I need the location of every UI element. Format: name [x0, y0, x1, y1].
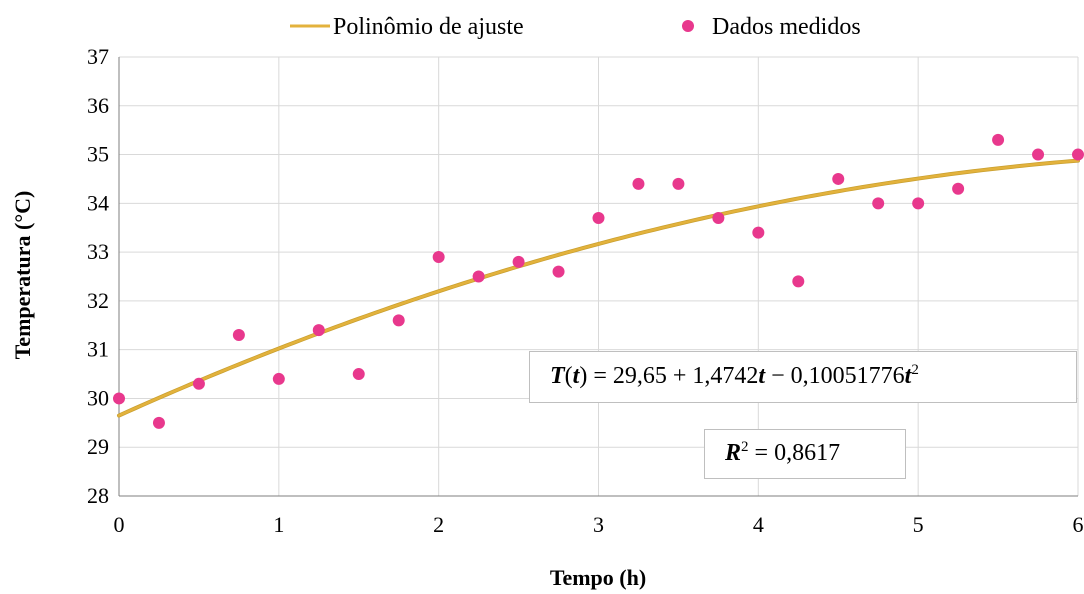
data-point — [152, 416, 165, 429]
r2-label: R — [725, 440, 742, 466]
data-point — [1032, 148, 1045, 161]
data-point — [113, 392, 125, 405]
data-point — [872, 197, 885, 210]
y-tick-label: 28 — [87, 483, 109, 508]
data-point — [192, 377, 205, 390]
y-tick-label: 29 — [87, 434, 109, 459]
eq-quad-coef: 0,10051776 — [790, 363, 905, 389]
eq-var-lin: t — [758, 363, 766, 389]
y-axis-title: Temperatura (°C) — [10, 191, 35, 360]
equation-box: T(t) = 29,65 + 1,4742t − 0,10051776t2 — [529, 351, 1077, 403]
x-tick-label: 0 — [114, 512, 125, 537]
data-point — [1072, 148, 1084, 161]
eq-exp: 2 — [911, 362, 919, 378]
y-tick-label: 33 — [87, 239, 109, 264]
y-tick-label: 34 — [87, 190, 109, 215]
data-point — [952, 182, 965, 195]
data-point — [992, 133, 1005, 146]
data-point — [392, 314, 405, 327]
data-point — [712, 211, 725, 224]
x-tick-label: 6 — [1073, 512, 1084, 537]
r2-exp: 2 — [741, 439, 749, 455]
fit-curve — [117, 159, 1080, 417]
x-tick-label: 4 — [753, 512, 764, 537]
data-point — [752, 226, 765, 239]
eq-var: t — [572, 363, 580, 389]
y-tick-label: 35 — [87, 142, 109, 167]
y-tick-label: 36 — [87, 93, 109, 118]
x-tick-label: 1 — [273, 512, 284, 537]
data-point — [552, 265, 565, 278]
eq-const: 29,65 — [612, 363, 667, 389]
r2-value: 0,8617 — [774, 440, 841, 466]
data-point — [912, 197, 925, 210]
data-point — [432, 250, 445, 263]
x-axis-title: Tempo (h) — [550, 565, 646, 590]
x-tick-label: 5 — [913, 512, 924, 537]
eq-var-quad: t — [904, 363, 912, 389]
data-points — [113, 133, 1084, 429]
eq-lhs: T — [550, 363, 565, 389]
data-point — [672, 177, 685, 190]
y-tick-label: 31 — [87, 337, 109, 362]
data-point — [352, 368, 365, 381]
data-point — [232, 329, 245, 342]
data-point — [592, 211, 605, 224]
data-point — [792, 275, 805, 288]
data-point — [312, 324, 325, 337]
legend-dot-swatch — [682, 20, 694, 32]
legend-label-data: Dados medidos — [712, 14, 861, 40]
data-point — [272, 372, 285, 385]
grid — [118, 56, 1079, 497]
data-point — [512, 255, 525, 268]
legend: Polinômio de ajuste Dados medidos — [290, 14, 861, 40]
fit-curve-group — [117, 158, 1080, 418]
y-tick-label: 30 — [87, 385, 109, 410]
r2-box: R2 = 0,8617 — [704, 429, 906, 479]
legend-label-fit: Polinômio de ajuste — [333, 14, 524, 40]
x-tick-label: 2 — [433, 512, 444, 537]
data-point — [632, 177, 645, 190]
y-tick-label: 32 — [87, 288, 109, 313]
data-point — [832, 172, 845, 185]
data-point — [472, 270, 485, 283]
x-tick-label: 3 — [593, 512, 604, 537]
eq-lin-coef: 1,4742 — [692, 363, 759, 389]
y-tick-label: 37 — [87, 44, 109, 69]
